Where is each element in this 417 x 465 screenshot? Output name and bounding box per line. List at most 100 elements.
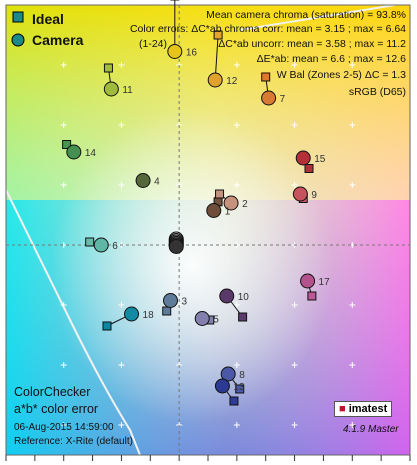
grid-plus [60, 422, 67, 428]
ideal-marker-6 [85, 237, 95, 247]
ideal-marker-3 [162, 306, 172, 316]
grid-plus [291, 182, 298, 188]
chart-timestamp: 06-Aug-2015 14:59:00 [14, 422, 114, 433]
grid-plus [349, 62, 356, 68]
grid-plus [60, 122, 67, 128]
grid-plus [233, 302, 240, 308]
grid-plus [60, 182, 67, 188]
camera-marker-4 [135, 173, 151, 188]
logo-mark-icon: ■ [339, 403, 346, 415]
camera-marker-13 [214, 378, 230, 394]
patch-label-5: 5 [213, 315, 219, 326]
grid-plus [118, 302, 125, 308]
grid-plus [349, 182, 356, 188]
camera-marker-6 [93, 237, 109, 253]
connector-12 [214, 34, 219, 81]
legend-camera-marker [11, 33, 25, 47]
grid-plus [60, 62, 67, 68]
ideal-marker-8 [235, 384, 245, 394]
legend-camera-label: Camera [32, 32, 84, 48]
grid-plus [349, 362, 356, 368]
patch-label-1: 1 [225, 207, 231, 218]
stats-de: ΔE*ab: mean = 6.6 ; max = 12.6 [256, 53, 406, 65]
grid-plus [233, 182, 240, 188]
ideal-marker-10 [238, 312, 248, 322]
grid-plus [60, 302, 67, 308]
camera-marker-2 [223, 195, 239, 211]
patch-label-13: 13 [233, 382, 245, 393]
camera-marker-16 [167, 44, 183, 59]
grid-plus [349, 302, 356, 308]
chart-subtitle: a*b* color error [14, 402, 99, 416]
camera-marker-8 [220, 366, 236, 382]
axis-ticks [5, 455, 411, 461]
camera-marker-10 [219, 288, 235, 304]
camera-marker-3 [162, 293, 178, 308]
grid-plus [291, 422, 298, 428]
srgb-gamut-boundary [5, 4, 396, 456]
camera-marker-11 [103, 81, 119, 97]
patch-label-2: 2 [242, 199, 248, 210]
grid-plus [291, 62, 298, 68]
patch-label-14: 14 [85, 148, 97, 159]
gamut-boundary-top [239, 4, 396, 31]
patch-label-11: 11 [122, 85, 133, 96]
stats-patch-range: (1-24) [139, 38, 168, 50]
grid-plus [349, 122, 356, 128]
patch-label-3: 3 [181, 297, 187, 308]
ideal-marker-17 [307, 291, 317, 301]
camera-marker-18 [124, 306, 140, 322]
grid-plus [233, 422, 240, 428]
patch-label-6: 6 [112, 241, 118, 252]
grid-plus [118, 122, 125, 128]
ideal-marker-2 [215, 189, 225, 199]
gamut-boundary-left [5, 189, 141, 456]
ideal-marker-7 [261, 72, 271, 82]
patch-label-9: 9 [311, 190, 317, 201]
legend-ideal-label: Ideal [32, 11, 64, 27]
grid-plus [349, 422, 356, 428]
camera-marker-12 [207, 72, 223, 88]
camera-marker-14 [66, 144, 82, 160]
camera-marker-5 [194, 311, 210, 326]
patch-label-10: 10 [238, 292, 250, 303]
patch-label-4: 4 [154, 177, 160, 188]
camera-marker-24 [168, 239, 184, 254]
origin-axes [6, 5, 410, 455]
grid-plus [118, 362, 125, 368]
ideal-marker-12 [213, 30, 223, 40]
stats-dc-uncorr: ΔC*ab uncorr: mean = 3.58 ; max = 11.2 [218, 38, 406, 50]
grid-plus [118, 422, 125, 428]
grid-plus [60, 362, 67, 368]
grid-plus [233, 362, 240, 368]
camera-marker-1 [206, 203, 222, 218]
patch-label-12: 12 [226, 76, 238, 87]
patch-label-18: 18 [143, 310, 155, 321]
camera-marker-15 [295, 150, 311, 166]
grid-plus [233, 62, 240, 68]
camera-marker-7 [261, 90, 277, 106]
stats-colorspace: sRGB (D65) [348, 86, 406, 98]
legend [11, 11, 25, 47]
stats-wbal: W Bal (Zones 2-5) ΔC = 1.3 [276, 69, 406, 81]
grid-plus [233, 122, 240, 128]
grid-plus [118, 182, 125, 188]
ideal-marker-13 [229, 396, 239, 406]
stats-dc-corr: Color errors: ΔC*ab chroma corr: mean = … [129, 23, 406, 35]
patch-label-17: 17 [319, 277, 331, 288]
grid-plus [291, 302, 298, 308]
patch-label-15: 15 [314, 154, 326, 165]
patch-label-16: 16 [186, 48, 198, 59]
ideal-marker-11 [103, 63, 113, 73]
chart-title: ColorChecker [14, 385, 91, 399]
grid-plus [118, 62, 125, 68]
ideal-marker-15 [304, 164, 314, 173]
patch-label-8: 8 [239, 370, 245, 381]
imatest-logo: ■ imatest [334, 401, 393, 417]
ideal-marker-14 [62, 140, 72, 149]
ideal-marker-18 [102, 321, 112, 331]
grid-plus [291, 122, 298, 128]
logo-text: imatest [348, 403, 388, 415]
